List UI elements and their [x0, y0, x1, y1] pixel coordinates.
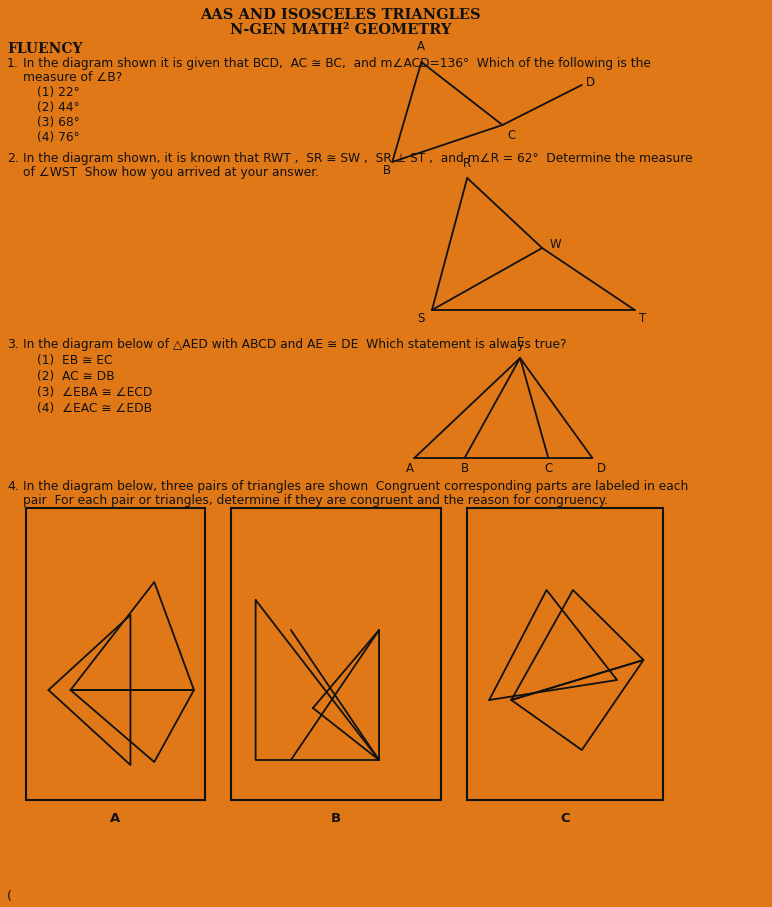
Text: B: B	[460, 462, 469, 475]
Text: (: (	[7, 890, 12, 903]
Text: In the diagram shown it is given that BCD,  AC ≅ BC,  and m∠ACD=136°  Which of t: In the diagram shown it is given that BC…	[23, 57, 651, 70]
Bar	[26, 508, 205, 800]
Text: 1.: 1.	[7, 57, 19, 70]
Bar	[231, 508, 441, 800]
Text: 4.: 4.	[7, 480, 19, 493]
Text: (3)  ∠EBA ≅ ∠ECD: (3) ∠EBA ≅ ∠ECD	[37, 386, 152, 399]
Text: In the diagram below of △AED with ABCD and AE ≅ DE  Which statement is always tr: In the diagram below of △AED with ABCD a…	[23, 338, 567, 351]
Text: (4)  ∠EAC ≅ ∠EDB: (4) ∠EAC ≅ ∠EDB	[37, 402, 152, 415]
Text: (1) 22°: (1) 22°	[37, 86, 80, 99]
Text: A: A	[110, 812, 120, 825]
Text: R: R	[463, 157, 471, 170]
Text: In the diagram below, three pairs of triangles are shown  Congruent correspondin: In the diagram below, three pairs of tri…	[23, 480, 688, 493]
Text: D: D	[586, 76, 595, 90]
Text: (4) 76°: (4) 76°	[37, 131, 80, 144]
Text: 3.: 3.	[7, 338, 19, 351]
Text: FLUENCY: FLUENCY	[7, 42, 83, 56]
Text: C: C	[544, 462, 553, 475]
Text: (2) 44°: (2) 44°	[37, 101, 80, 114]
Text: T: T	[639, 312, 646, 325]
Text: B: B	[330, 812, 341, 825]
Text: measure of ∠B?: measure of ∠B?	[23, 71, 122, 84]
Text: W: W	[549, 239, 560, 251]
Text: AAS AND ISOSCELES TRIANGLES: AAS AND ISOSCELES TRIANGLES	[200, 8, 481, 22]
Bar	[467, 508, 663, 800]
Text: (3) 68°: (3) 68°	[37, 116, 80, 129]
Text: pair  For each pair or triangles, determine if they are congruent and the reason: pair For each pair or triangles, determi…	[23, 494, 608, 507]
Text: C: C	[560, 812, 570, 825]
Text: A: A	[406, 462, 414, 475]
Text: of ∠WST  Show how you arrived at your answer.: of ∠WST Show how you arrived at your ans…	[23, 166, 319, 179]
Text: E: E	[516, 336, 523, 349]
Text: N-GEN MATH² GEOMETRY: N-GEN MATH² GEOMETRY	[229, 23, 451, 37]
Text: A: A	[418, 40, 425, 53]
Text: S: S	[418, 312, 425, 325]
Text: C: C	[508, 129, 516, 142]
Text: D: D	[597, 462, 606, 475]
Text: In the diagram shown, it is known that RWT ,  SR ≅ SW ,  SR ⊥ ST ,  and m∠R = 62: In the diagram shown, it is known that R…	[23, 152, 692, 165]
Text: (1)  EB ≅ EC: (1) EB ≅ EC	[37, 354, 113, 367]
Text: 2.: 2.	[7, 152, 19, 165]
Text: (2)  AC ≅ DB: (2) AC ≅ DB	[37, 370, 115, 383]
Text: B: B	[383, 164, 391, 177]
